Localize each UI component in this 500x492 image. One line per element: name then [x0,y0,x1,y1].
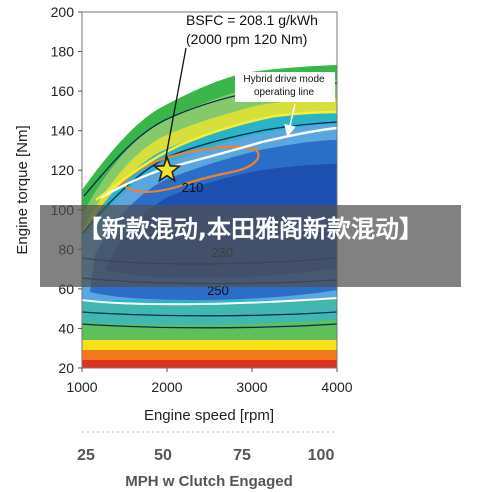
y-tick-label: 140 [51,123,75,139]
x-tick-label: 3000 [236,379,267,395]
mph-axis-ticks: 25 50 75 100 [77,447,334,464]
mph-axis-label: MPH w Clutch Engaged [125,473,293,490]
bsfc-annotation-line1: BSFC = 208.1 g/kWh [186,12,318,28]
x-axis-ticks: 1000 2000 3000 4000 [66,368,353,395]
y-tick-label: 200 [51,4,75,20]
x-tick-label: 2000 [151,379,182,395]
band-low-green [82,320,337,340]
x-tick-label: 4000 [321,379,352,395]
mph-tick-label: 100 [308,447,335,464]
hybrid-label-box [235,72,335,102]
hybrid-operating-line [99,126,338,200]
band-orange [82,350,337,360]
contour-210-island [120,145,260,193]
yellow-boundary-line [95,110,338,201]
mph-tick-label: 75 [233,447,251,464]
y-tick-label: 160 [51,83,75,99]
contour-line [82,297,337,306]
mph-tick-label: 50 [154,447,172,464]
bsfc-annotation-line2: (2000 rpm 120 Nm) [186,31,307,47]
y-tick-label: 40 [58,320,74,336]
contour-line [82,311,337,317]
y-tick-label: 120 [51,162,75,178]
contour-label: 210 [182,180,204,195]
mph-tick-label: 25 [77,447,95,464]
contour-line [82,121,337,235]
x-tick-label: 1000 [66,379,97,395]
hybrid-label-line2: operating line [254,87,314,98]
x-axis-label: Engine speed [rpm] [144,407,274,424]
optimal-point-star [152,154,182,183]
title-banner: 【新款混动,本田雅阁新款混动】 [40,205,461,287]
y-axis-ticks: 20406080100120140160180200 [51,4,82,376]
y-tick-label: 180 [51,44,75,60]
contour-line [82,323,337,329]
annotation-pointer [164,47,187,163]
y-axis-label: Engine torque [Nm] [14,125,31,254]
y-tick-label: 20 [58,360,74,376]
hybrid-label-line1: Hybrid drive mode [243,74,325,85]
band-low-cyan [82,298,337,330]
hybrid-label-arrow [284,103,296,137]
plot-frame [81,11,338,369]
